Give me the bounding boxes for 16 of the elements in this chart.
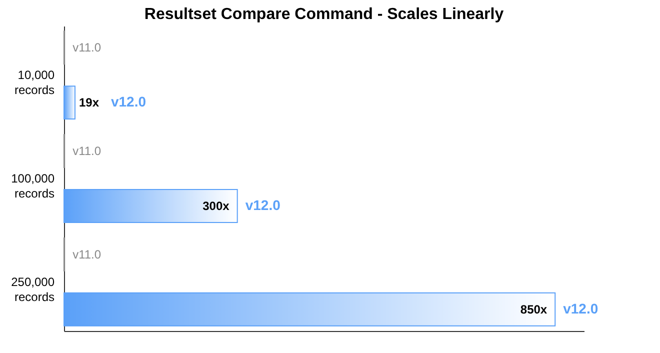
text: v11.0 xyxy=(72,144,102,158)
text: v12.0 xyxy=(110,94,146,110)
bar xyxy=(64,86,76,120)
data-label: 19x xyxy=(78,96,100,110)
y-tick-label: 250,000 records xyxy=(11,274,55,304)
data-label: 850x xyxy=(520,302,548,316)
bar xyxy=(64,188,238,223)
data-label: 300x xyxy=(202,198,230,213)
series-label: v12.0 xyxy=(245,196,281,213)
text: v11.0 xyxy=(72,247,102,262)
chart-title: Resultset Compare Command - Scales Linearly xyxy=(144,6,504,23)
y-tick-label: 100,000 records xyxy=(11,172,55,200)
text: v12.0 xyxy=(563,300,598,316)
series-label: v11.0 xyxy=(72,40,102,55)
y-tick-label: 10,000 records xyxy=(14,68,55,98)
bar xyxy=(64,292,556,326)
